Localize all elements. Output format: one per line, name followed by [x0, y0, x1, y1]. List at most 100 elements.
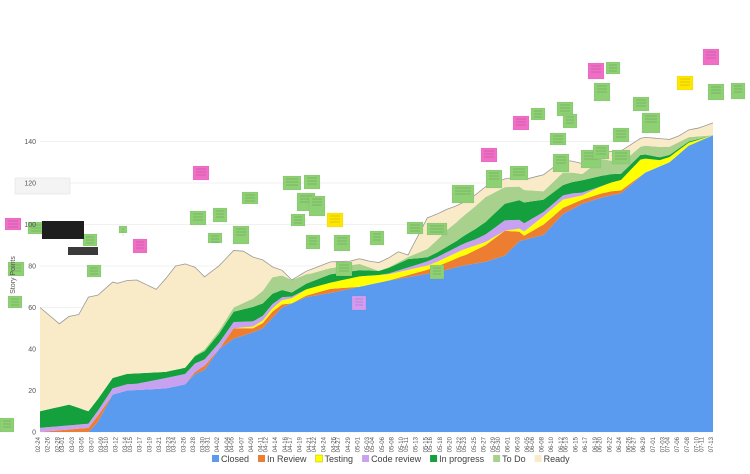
sticky-note [485, 169, 503, 189]
sticky-note [232, 225, 250, 245]
sticky-note [562, 113, 578, 129]
x-tick-label: 05-27 [481, 436, 487, 452]
x-tick-label: 03-21 [157, 436, 163, 452]
legend-swatch [315, 454, 323, 463]
y-tick-label: 20 [28, 388, 36, 395]
x-tick-label: 03-28 [191, 436, 197, 452]
sticky-note [593, 82, 611, 102]
sticky-note [132, 238, 148, 254]
y-tick-label: 120 [24, 181, 36, 188]
x-tick-label: 07-01 [651, 436, 657, 452]
sticky-note [707, 83, 725, 101]
x-tick-label: 07-03 [661, 436, 667, 452]
y-axis: 0 20 40 60 80 100 120 140 [24, 139, 36, 437]
x-tick-label: 06-05 [525, 436, 531, 452]
x-tick-label: 05-04 [370, 436, 376, 452]
sticky-note [308, 195, 326, 217]
y-tick-label: 60 [28, 305, 36, 312]
sticky-note [549, 132, 567, 146]
x-tick-label: 05-10 [399, 436, 405, 452]
area-in-progress [40, 135, 713, 428]
sticky-note [333, 234, 351, 252]
x-tick-label: 03-01 [60, 436, 66, 452]
sticky-note [641, 112, 661, 134]
x-tick-label: 04-17 [288, 436, 294, 452]
sticky-note [592, 144, 610, 160]
x-tick-label: 05-20 [448, 436, 454, 452]
x-tick-label: 05-01 [356, 436, 362, 452]
x-tick-label: 03-14 [123, 436, 129, 452]
legend-label: Closed [221, 454, 249, 464]
x-tick-label: 05-16 [428, 436, 434, 452]
sticky-note [587, 62, 605, 80]
x-tick-label: 04-29 [346, 436, 352, 452]
sticky-note [702, 48, 720, 66]
x-tick-label: 04-09 [249, 436, 255, 452]
sticky-note [480, 147, 498, 163]
x-tick-label: 03-12 [113, 436, 119, 452]
x-tick-label: 05-11 [404, 436, 410, 452]
x-tick-label: 05-22 [457, 436, 463, 452]
x-tick-label: 03-19 [147, 436, 153, 452]
sticky-note [335, 261, 353, 277]
sticky-note [552, 153, 570, 173]
x-tick-label: 03-15 [128, 436, 134, 452]
x-tick-label: 04-12 [264, 436, 270, 452]
x-tick-label: 06-20 [598, 436, 604, 452]
sticky-note [207, 232, 223, 244]
sticky-note [82, 233, 98, 247]
x-tick-label: 06-17 [583, 436, 589, 452]
x-tick-label: 03-23 [167, 436, 173, 452]
x-tick-label: 05-29 [491, 436, 497, 452]
x-tick-label: 02-28 [55, 436, 61, 452]
legend-swatch [212, 455, 219, 462]
sticky-note [512, 115, 530, 131]
sticky-note [7, 295, 23, 309]
x-tick-label: 04-22 [312, 436, 318, 452]
sticky-note [189, 210, 207, 226]
sticky-note [509, 165, 529, 181]
x-tick-label: 04-19 [297, 436, 303, 452]
y-tick-label: 80 [28, 264, 36, 271]
sticky-note [369, 230, 385, 246]
x-tick-label: 07-08 [685, 436, 691, 452]
sticky-note [290, 213, 306, 227]
sticky-note [0, 417, 15, 433]
legend-swatch [362, 455, 370, 462]
x-tick-label: 02-24 [36, 436, 42, 452]
legend-swatch [534, 455, 542, 462]
y-axis-label: Story Points [10, 256, 17, 294]
x-tick-label: 05-03 [365, 436, 371, 452]
x-tick-label: 06-08 [540, 436, 546, 452]
sticky-note [192, 165, 210, 181]
x-tick-label: 03-03 [70, 436, 76, 452]
sticky-note [326, 212, 344, 228]
x-tick-label: 04-14 [273, 436, 279, 452]
sticky-note [7, 261, 25, 277]
x-tick-label: 05-30 [496, 436, 502, 452]
x-tick-label: 03-05 [80, 436, 86, 452]
x-tick-label: 06-29 [641, 436, 647, 452]
area-code-review [40, 135, 713, 432]
x-tick-label: 04-02 [215, 436, 221, 452]
sticky-note [730, 82, 746, 100]
x-tick-label: 06-06 [530, 436, 536, 452]
x-tick-label: 04-07 [239, 436, 245, 452]
sticky-note [406, 221, 424, 235]
x-tick-label: 02-26 [46, 436, 52, 452]
x-tick-label: 06-13 [564, 436, 570, 452]
x-tick-label: 04-24 [322, 436, 328, 452]
x-tick-label: 05-18 [438, 436, 444, 452]
sticky-note [632, 96, 650, 112]
x-tick-label: 06-03 [515, 436, 521, 452]
x-tick-label: 07-10 [694, 436, 700, 452]
x-tick-label: 03-24 [172, 436, 178, 452]
sticky-note [605, 61, 621, 75]
y-tick-label: 0 [32, 430, 36, 437]
x-tick-label: 06-19 [593, 436, 599, 452]
legend-swatch [258, 455, 266, 462]
x-tick-label: 06-15 [573, 436, 579, 452]
x-tick-label: 04-27 [336, 436, 342, 452]
